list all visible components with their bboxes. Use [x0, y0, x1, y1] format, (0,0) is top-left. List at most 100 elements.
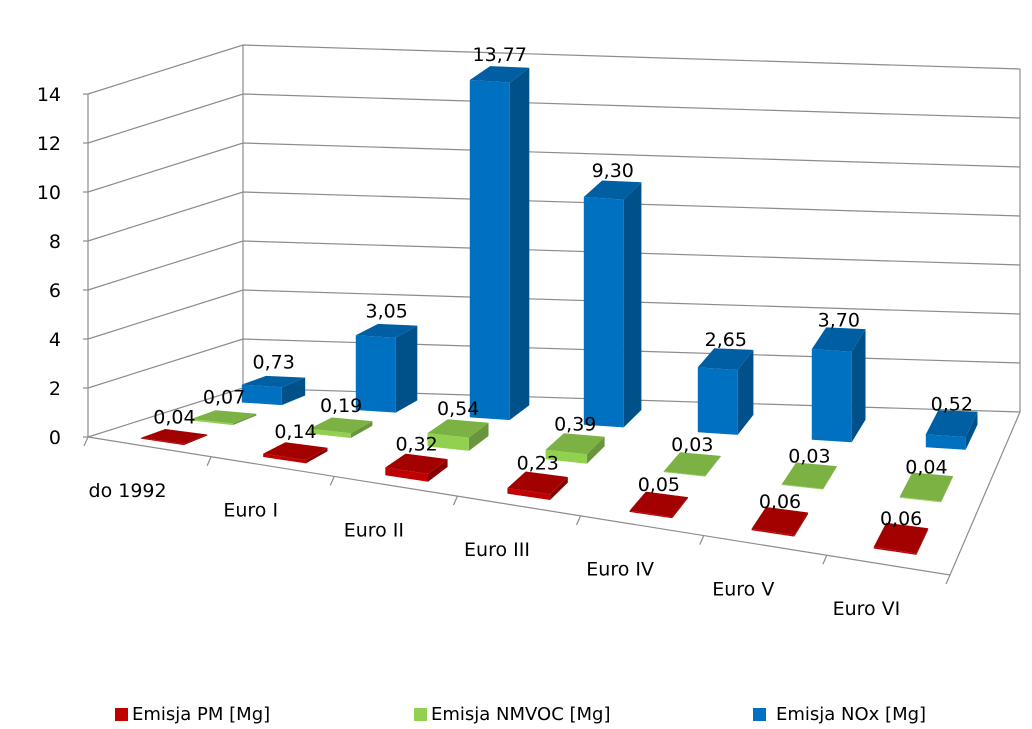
bar-nox-side [965, 411, 978, 450]
bar-nox [925, 434, 966, 450]
data-label-nmvoc: 0,04 [905, 457, 947, 479]
data-label-pm: 0,14 [274, 421, 316, 443]
bar-pm [141, 437, 184, 446]
data-label-pm: 0,06 [880, 508, 922, 530]
bar-pm-top [263, 442, 328, 460]
side-wall [88, 45, 243, 437]
y-tick-label: 2 [49, 378, 61, 400]
data-label-nox: 3,05 [366, 301, 408, 323]
bar-nmvoc-top [663, 452, 721, 476]
bar-nmvoc-side [350, 421, 373, 438]
bar-pm-top [751, 507, 809, 536]
bar-pm-side [916, 528, 929, 555]
y-tick-label: 0 [49, 427, 61, 449]
bar-nox-top [697, 348, 754, 370]
x-tick-mark [945, 574, 951, 585]
bar-pm-top [507, 471, 568, 495]
bar-nmvoc-top [191, 410, 257, 424]
bar-nmvoc-side [468, 422, 489, 451]
legend-item-nox: Emisja NOx [Mg] [753, 700, 926, 728]
data-label-pm: 0,05 [638, 474, 680, 496]
bar-pm-top [385, 453, 448, 474]
x-tick-label: Euro III [464, 539, 530, 561]
data-label-nox: 0,73 [253, 351, 295, 373]
bar-pm-top [873, 522, 929, 554]
legend-label-pm: Emisja PM [Mg] [132, 703, 271, 725]
x-tick-label: Euro IV [586, 559, 654, 581]
bar-nox [241, 384, 282, 406]
bar-pm-top [629, 491, 688, 518]
bar-nmvoc-side [941, 476, 953, 503]
bar-pm [507, 488, 551, 500]
legend-label-nmvoc: Emisja NMVOC [Mg] [431, 703, 611, 725]
data-label-nmvoc: 0,03 [671, 434, 713, 456]
bar-nmvoc-top [545, 433, 605, 455]
data-label-nmvoc: 0,03 [788, 445, 830, 467]
y-tick-label: 12 [37, 133, 61, 155]
data-label-pm: 0,06 [759, 491, 801, 513]
bar-nmvoc [781, 484, 823, 490]
bar-nmvoc-side [705, 455, 721, 477]
y-tick-label: 8 [49, 231, 61, 253]
bar-nox-top [811, 327, 866, 352]
y-tick-label: 6 [49, 280, 61, 302]
bar-nox-top [469, 66, 530, 83]
bar-pm-side [428, 459, 448, 482]
legend-swatch-nox [753, 707, 766, 721]
x-tick-mark [822, 555, 828, 565]
bar-nox-top [355, 323, 418, 338]
bar-pm-side [672, 497, 688, 519]
legend-swatch-pm [115, 707, 128, 721]
bar-pm-side [794, 512, 809, 537]
legend-swatch-nmvoc [414, 707, 427, 721]
bar-nox-side [851, 329, 866, 443]
bar-pm [629, 510, 673, 519]
data-label-nmvoc: 0,19 [320, 395, 362, 417]
legend-label-nox: Emisja NOx [Mg] [776, 703, 927, 725]
x-tick-mark [329, 476, 335, 486]
x-tick-mark [699, 535, 705, 545]
bar-pm [263, 453, 306, 464]
bar-pm-top [141, 429, 208, 445]
x-tick-label: Euro V [712, 578, 774, 600]
bar-nox-side [509, 67, 530, 421]
x-tick-label: Euro II [344, 519, 404, 541]
bar-nox-top [583, 180, 642, 200]
bar-nox-side [623, 182, 642, 428]
legend: Emisja PM [Mg] Emisja NMVOC [Mg] Emisja … [0, 700, 1032, 728]
y-tick-label: 10 [37, 182, 61, 204]
x-tick-label: Euro VI [833, 598, 901, 620]
data-label-pm: 0,04 [153, 406, 195, 428]
bar-pm-side [550, 477, 568, 500]
bar-nmvoc [309, 428, 351, 438]
data-label-pm: 0,23 [517, 453, 559, 475]
y-tick-label: 14 [37, 84, 61, 106]
bar-nox [811, 349, 852, 443]
data-label-nmvoc: 0,54 [437, 398, 479, 420]
x-tick-mark [576, 515, 582, 526]
bar-nox-top [925, 410, 978, 437]
bar-pm-side [183, 434, 208, 446]
legend-item-pm: Emisja PM [Mg] [115, 700, 270, 728]
data-label-nox: 0,52 [931, 393, 973, 415]
bar-nmvoc-top [781, 462, 837, 489]
bar-nox [697, 367, 738, 435]
data-label-nox: 3,70 [818, 309, 860, 331]
bar-nmvoc [427, 433, 469, 451]
y-tick-label: 4 [49, 329, 61, 351]
data-label-nox: 13,77 [473, 44, 527, 66]
data-label-nox: 2,65 [705, 329, 747, 351]
bar-nmvoc [663, 471, 705, 477]
data-label-pm: 0,32 [395, 433, 437, 455]
bar-nox-top [241, 375, 306, 388]
bar-nmvoc [899, 496, 941, 503]
bar-nox-side [737, 349, 754, 435]
bar-nmvoc-side [586, 436, 605, 464]
bar-nmvoc-side [823, 466, 837, 490]
x-tick-label: Euro I [223, 500, 278, 522]
x-tick-label: do 1992 [89, 480, 167, 502]
bar-nmvoc-top [899, 472, 953, 502]
bar-nox-side [281, 377, 306, 406]
bar-nmvoc-top [427, 419, 489, 438]
